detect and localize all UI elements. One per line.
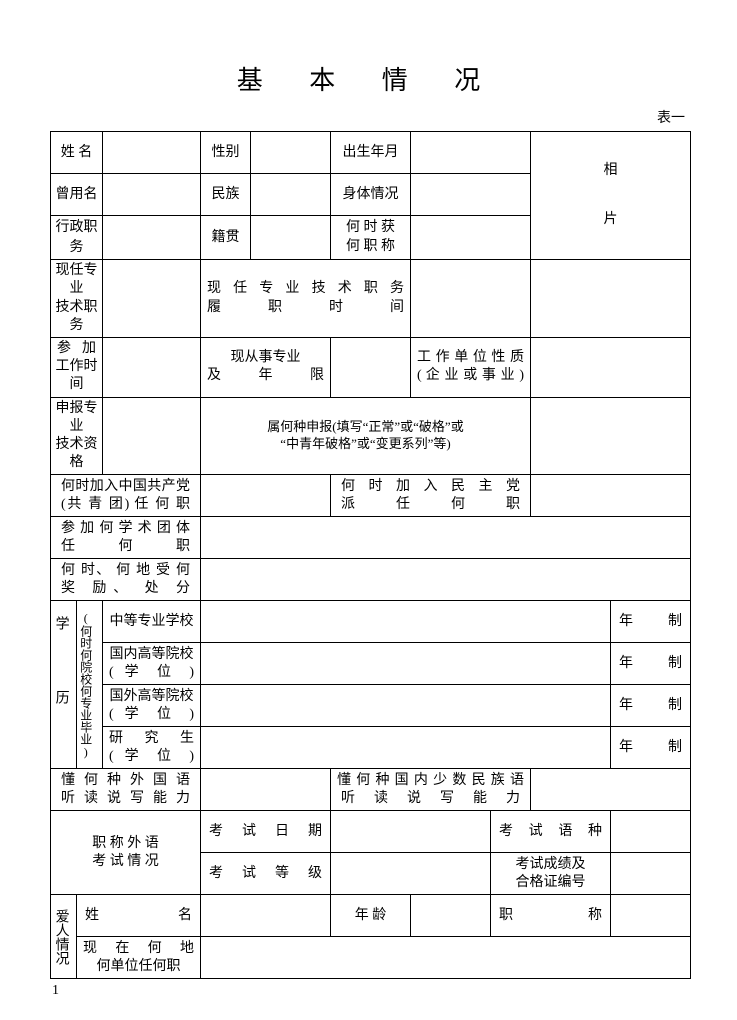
label-exam-score: 考试成绩及 合格证编号 <box>491 853 611 895</box>
field-edu-domestic-years: 年 制 <box>611 643 691 685</box>
field-admin-duty[interactable] <box>103 216 201 260</box>
field-origin[interactable] <box>251 216 331 260</box>
field-spouse-name[interactable] <box>201 895 331 937</box>
label-unit-nature: 工 作 单 位 性 质 ( 企 业 或 事 业 ) <box>411 337 531 397</box>
field-gender[interactable] <box>251 132 331 174</box>
label-join-work: 参 加 工作时间 <box>51 337 103 397</box>
label-edu-domestic: 国内高等院校 ( 学 位 ) <box>103 643 201 685</box>
label-origin: 籍贯 <box>201 216 251 260</box>
label-spouse: 爱人情况 <box>51 895 77 979</box>
field-minority-lang[interactable] <box>531 769 691 811</box>
label-admin-duty: 行政职务 <box>51 216 103 260</box>
label-current-prof: 现任专业 技术职务 <box>51 260 103 338</box>
field-edu-secondary-years: 年 制 <box>611 601 691 643</box>
label-minority-lang: 懂何种国内少数民族语 听 读 说 写 能 力 <box>331 769 531 811</box>
label-former-name: 曾用名 <box>51 174 103 216</box>
field-health[interactable] <box>411 174 531 216</box>
label-academic-org: 参 加 何 学 术 团 体 任 何 职 <box>51 517 201 559</box>
field-former-name[interactable] <box>103 174 201 216</box>
field-edu-domestic[interactable] <box>201 643 611 685</box>
label-education: 学历 <box>51 601 77 769</box>
label-spouse-name: 姓 名 <box>77 895 201 937</box>
field-apply-qual[interactable] <box>103 397 201 475</box>
label-exam-lang: 考 试 语 种 <box>491 811 611 853</box>
label-spouse-where: 现 在 何 地 何单位任何职 <box>77 937 201 979</box>
label-term: 现 任 专 业 技 术 职 务 履 职 时 间 <box>201 260 411 338</box>
label-title-exam: 职 称 外 语 考 试 情 况 <box>51 811 201 895</box>
field-academic-org[interactable] <box>201 517 691 559</box>
field-apply-type[interactable] <box>531 397 691 475</box>
label-democratic: 何 时 加 入 民 主 党 派 任 何 职 <box>331 475 531 517</box>
field-exam-level[interactable] <box>331 853 491 895</box>
table-number: 表一 <box>50 107 687 127</box>
field-spouse-where[interactable] <box>201 937 691 979</box>
label-edu-secondary: 中等专业学校 <box>103 601 201 643</box>
label-name: 姓 名 <box>51 132 103 174</box>
basic-info-table: 姓 名 性别 出生年月 相 片 曾用名 民族 身体情况 行政职务 籍贯 何 时 … <box>50 131 691 979</box>
field-spouse-age[interactable] <box>411 895 491 937</box>
field-dob[interactable] <box>411 132 531 174</box>
field-exam-score[interactable] <box>611 853 691 895</box>
label-edu-foreign: 国外高等院校 ( 学 位 ) <box>103 685 201 727</box>
label-exam-level: 考 试 等 级 <box>201 853 331 895</box>
field-current-major[interactable] <box>331 337 411 397</box>
field-edu-foreign[interactable] <box>201 685 611 727</box>
label-ethnic: 民族 <box>201 174 251 216</box>
label-ccp: 何时加入中国共产党 (共 青 团) 任 何 职 <box>51 475 201 517</box>
field-edu-graduate[interactable] <box>201 727 611 769</box>
label-current-major: 现从事专业 及 年 限 <box>201 337 331 397</box>
label-education-note: (何时何院校何专业毕业) <box>77 601 103 769</box>
field-current-prof[interactable] <box>103 260 201 338</box>
field-term-extra[interactable] <box>531 260 691 338</box>
label-apply-qual: 申报专业 技术资格 <box>51 397 103 475</box>
label-foreign-lang: 懂 何 种 外 国 语 听 读 说 写 能 力 <box>51 769 201 811</box>
field-foreign-lang[interactable] <box>201 769 331 811</box>
label-dob: 出生年月 <box>331 132 411 174</box>
page-number: 1 <box>50 983 687 999</box>
field-exam-date[interactable] <box>331 811 491 853</box>
label-edu-graduate: 研 究 生 ( 学 位 ) <box>103 727 201 769</box>
label-exam-date: 考 试 日 期 <box>201 811 331 853</box>
label-when-title: 何 时 获 何 职 称 <box>331 216 411 260</box>
page-title: 基 本 情 况 <box>50 60 687 97</box>
field-when-title[interactable] <box>411 216 531 260</box>
field-ccp[interactable] <box>201 475 331 517</box>
label-apply-type: 属何种申报(填写“正常”或“破格”或 “中青年破格”或“变更系列”等) <box>201 397 531 475</box>
label-spouse-age: 年 龄 <box>331 895 411 937</box>
field-name[interactable] <box>103 132 201 174</box>
field-edu-secondary[interactable] <box>201 601 611 643</box>
field-award[interactable] <box>201 559 691 601</box>
label-health: 身体情况 <box>331 174 411 216</box>
label-spouse-title: 职 称 <box>491 895 611 937</box>
field-exam-lang[interactable] <box>611 811 691 853</box>
field-edu-graduate-years: 年 制 <box>611 727 691 769</box>
field-spouse-title[interactable] <box>611 895 691 937</box>
label-award: 何 时、 何 地 受 何 奖 励、 处 分 <box>51 559 201 601</box>
photo-area: 相 片 <box>531 132 691 260</box>
label-gender: 性别 <box>201 132 251 174</box>
field-unit-nature[interactable] <box>531 337 691 397</box>
field-join-work[interactable] <box>103 337 201 397</box>
field-edu-foreign-years: 年 制 <box>611 685 691 727</box>
field-term[interactable] <box>411 260 531 338</box>
field-democratic[interactable] <box>531 475 691 517</box>
field-ethnic[interactable] <box>251 174 331 216</box>
